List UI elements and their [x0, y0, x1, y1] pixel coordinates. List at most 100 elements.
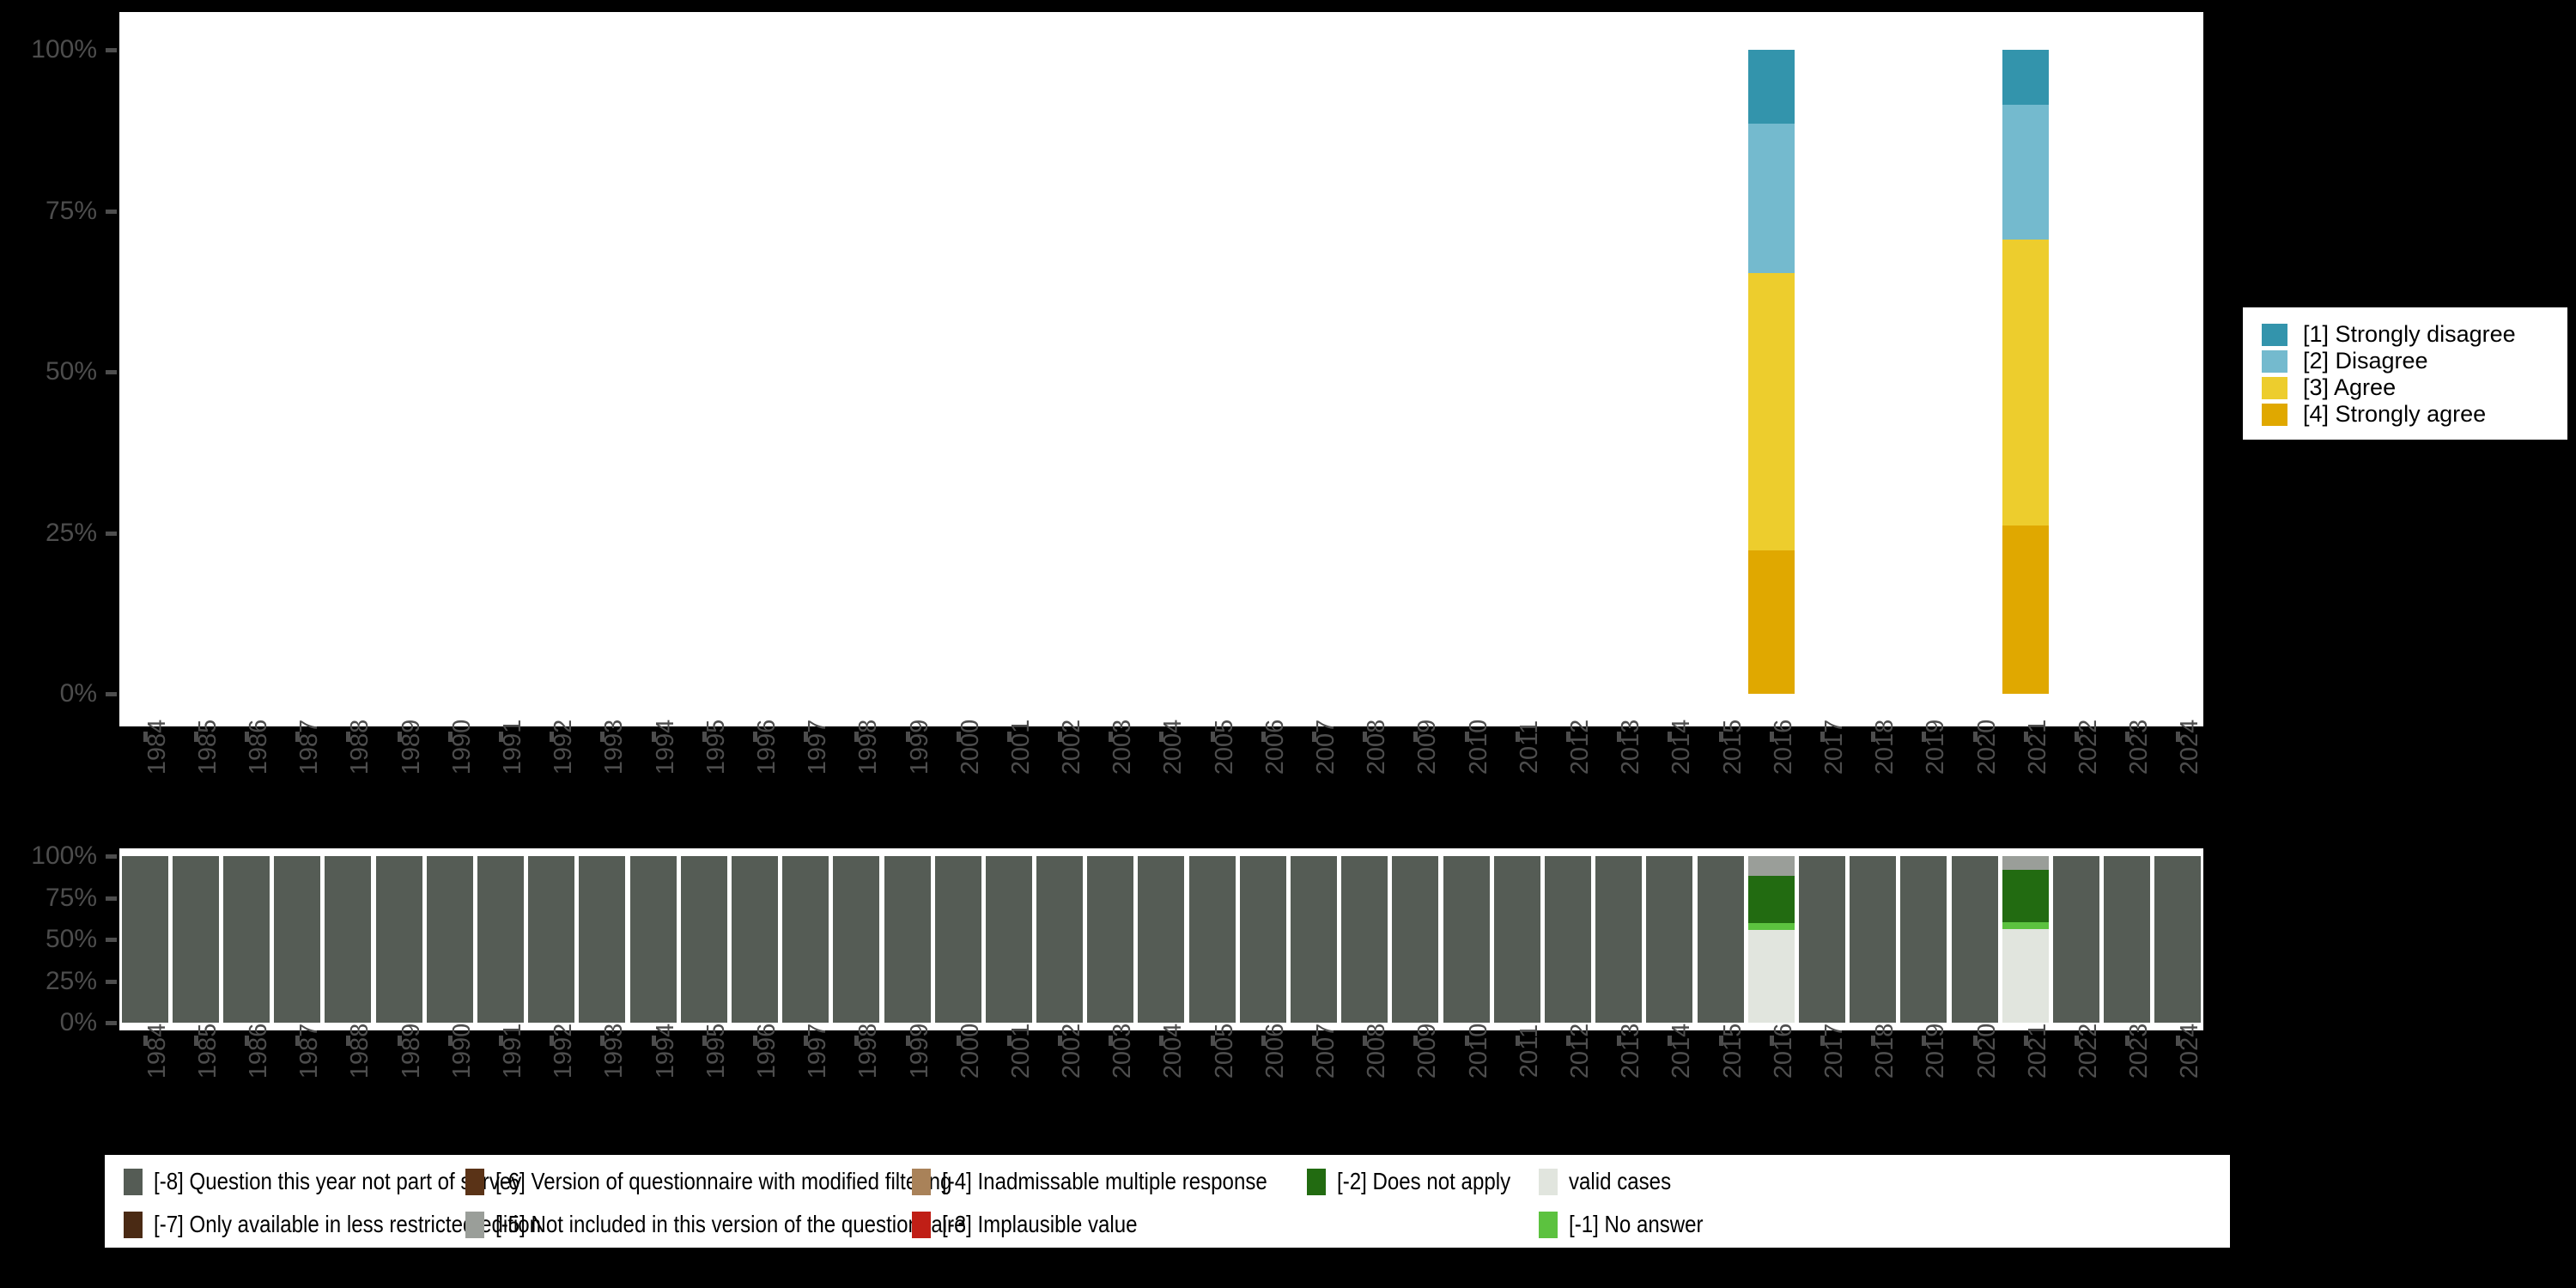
main-bar-segment[interactable] [2002, 526, 2049, 694]
quality-bar-segment[interactable] [1900, 856, 1947, 1023]
quality-legend-item[interactable]: [-3] Implausible value [912, 1208, 1170, 1241]
quality-bar-segment[interactable] [1392, 856, 1439, 1023]
quality-stacked-bar[interactable] [782, 856, 829, 1023]
quality-bar-segment[interactable] [426, 856, 473, 1023]
quality-stacked-bar[interactable] [1188, 856, 1236, 1023]
quality-bar-segment[interactable] [1087, 856, 1134, 1023]
quality-bar-segment[interactable] [1138, 856, 1185, 1023]
quality-stacked-bar[interactable] [426, 856, 473, 1023]
quality-bar-segment[interactable] [1443, 856, 1490, 1023]
quality-bar-segment[interactable] [2002, 929, 2049, 1023]
main-stacked-bar[interactable] [1747, 50, 1795, 694]
quality-stacked-bar[interactable] [1850, 856, 1897, 1023]
quality-bar-segment[interactable] [1493, 856, 1540, 1023]
quality-legend-item[interactable]: valid cases [1539, 1165, 1688, 1198]
quality-bar-segment[interactable] [884, 856, 931, 1023]
quality-bar-segment[interactable] [934, 856, 981, 1023]
main-bar-segment[interactable] [2002, 239, 2049, 526]
quality-stacked-bar[interactable] [1036, 856, 1084, 1023]
quality-stacked-bar[interactable] [1392, 856, 1439, 1023]
main-legend-item[interactable]: [2] Disagree [2262, 348, 2567, 374]
quality-stacked-bar[interactable] [1443, 856, 1490, 1023]
quality-bar-segment[interactable] [1291, 856, 1338, 1023]
quality-legend-item[interactable]: [-8] Question this year not part of surv… [124, 1165, 581, 1198]
quality-stacked-bar[interactable] [1646, 856, 1693, 1023]
quality-bar-segment[interactable] [1799, 856, 1846, 1023]
main-bar-segment[interactable] [1747, 550, 1795, 694]
quality-stacked-bar[interactable] [629, 856, 677, 1023]
quality-bar-segment[interactable] [222, 856, 270, 1023]
quality-bar-segment[interactable] [1595, 856, 1643, 1023]
main-bar-segment[interactable] [1747, 50, 1795, 124]
main-bar-segment[interactable] [2002, 104, 2049, 240]
quality-stacked-bar[interactable] [121, 856, 168, 1023]
quality-bar-segment[interactable] [2002, 856, 2049, 870]
quality-stacked-bar[interactable] [172, 856, 219, 1023]
quality-bar-segment[interactable] [274, 856, 321, 1023]
quality-stacked-bar[interactable] [1545, 856, 1592, 1023]
quality-bar-segment[interactable] [1545, 856, 1592, 1023]
quality-stacked-bar[interactable] [1900, 856, 1947, 1023]
quality-bar-segment[interactable] [1239, 856, 1286, 1023]
quality-bar-segment[interactable] [325, 856, 372, 1023]
quality-bar-segment[interactable] [833, 856, 880, 1023]
quality-bar-segment[interactable] [528, 856, 575, 1023]
quality-stacked-bar[interactable] [833, 856, 880, 1023]
quality-stacked-bar[interactable] [528, 856, 575, 1023]
quality-bar-segment[interactable] [1036, 856, 1084, 1023]
quality-bar-segment[interactable] [731, 856, 778, 1023]
quality-stacked-bar[interactable] [325, 856, 372, 1023]
quality-stacked-bar[interactable] [731, 856, 778, 1023]
quality-bar-segment[interactable] [629, 856, 677, 1023]
quality-stacked-bar[interactable] [1493, 856, 1540, 1023]
quality-stacked-bar[interactable] [680, 856, 727, 1023]
quality-legend-item[interactable]: [-6] Version of questionnaire with modif… [465, 1165, 1026, 1198]
quality-stacked-bar[interactable] [1799, 856, 1846, 1023]
quality-legend-item[interactable]: [-5] Not included in this version of the… [465, 1208, 1042, 1241]
quality-stacked-bar[interactable] [2002, 856, 2049, 1023]
main-legend-item[interactable]: [3] Agree [2262, 374, 2567, 401]
main-bar-segment[interactable] [2002, 50, 2049, 105]
quality-bar-segment[interactable] [477, 856, 524, 1023]
quality-stacked-bar[interactable] [375, 856, 422, 1023]
main-legend-item[interactable]: [4] Strongly agree [2262, 401, 2567, 428]
quality-bar-segment[interactable] [375, 856, 422, 1023]
quality-legend-item[interactable]: [-2] Does not apply [1307, 1165, 1539, 1198]
quality-bar-segment[interactable] [1697, 856, 1744, 1023]
quality-stacked-bar[interactable] [1291, 856, 1338, 1023]
quality-bar-segment[interactable] [121, 856, 168, 1023]
quality-bar-segment[interactable] [1747, 922, 1795, 931]
quality-stacked-bar[interactable] [1341, 856, 1388, 1023]
quality-stacked-bar[interactable] [1951, 856, 1998, 1023]
quality-stacked-bar[interactable] [1697, 856, 1744, 1023]
quality-stacked-bar[interactable] [1138, 856, 1185, 1023]
quality-bar-segment[interactable] [2104, 856, 2151, 1023]
quality-legend-item[interactable]: [-1] No answer [1539, 1208, 1725, 1241]
main-stacked-bar[interactable] [2002, 50, 2049, 694]
quality-stacked-bar[interactable] [934, 856, 981, 1023]
quality-stacked-bar[interactable] [2104, 856, 2151, 1023]
quality-bar-segment[interactable] [1747, 876, 1795, 923]
quality-bar-segment[interactable] [1850, 856, 1897, 1023]
main-bar-segment[interactable] [1747, 272, 1795, 550]
quality-stacked-bar[interactable] [1747, 856, 1795, 1023]
quality-bar-segment[interactable] [782, 856, 829, 1023]
quality-stacked-bar[interactable] [2053, 856, 2099, 1023]
quality-bar-segment[interactable] [579, 856, 626, 1023]
quality-bar-segment[interactable] [985, 856, 1032, 1023]
quality-bar-segment[interactable] [680, 856, 727, 1023]
quality-bar-segment[interactable] [1951, 856, 1998, 1023]
quality-bar-segment[interactable] [2002, 921, 2049, 930]
quality-stacked-bar[interactable] [884, 856, 931, 1023]
quality-stacked-bar[interactable] [985, 856, 1032, 1023]
quality-stacked-bar[interactable] [477, 856, 524, 1023]
quality-stacked-bar[interactable] [1239, 856, 1286, 1023]
quality-stacked-bar[interactable] [579, 856, 626, 1023]
quality-stacked-bar[interactable] [2154, 856, 2202, 1023]
quality-bar-segment[interactable] [1747, 856, 1795, 877]
quality-bar-segment[interactable] [1646, 856, 1693, 1023]
quality-bar-segment[interactable] [2154, 856, 2202, 1023]
quality-stacked-bar[interactable] [1087, 856, 1134, 1023]
quality-bar-segment[interactable] [1188, 856, 1236, 1023]
quality-stacked-bar[interactable] [274, 856, 321, 1023]
